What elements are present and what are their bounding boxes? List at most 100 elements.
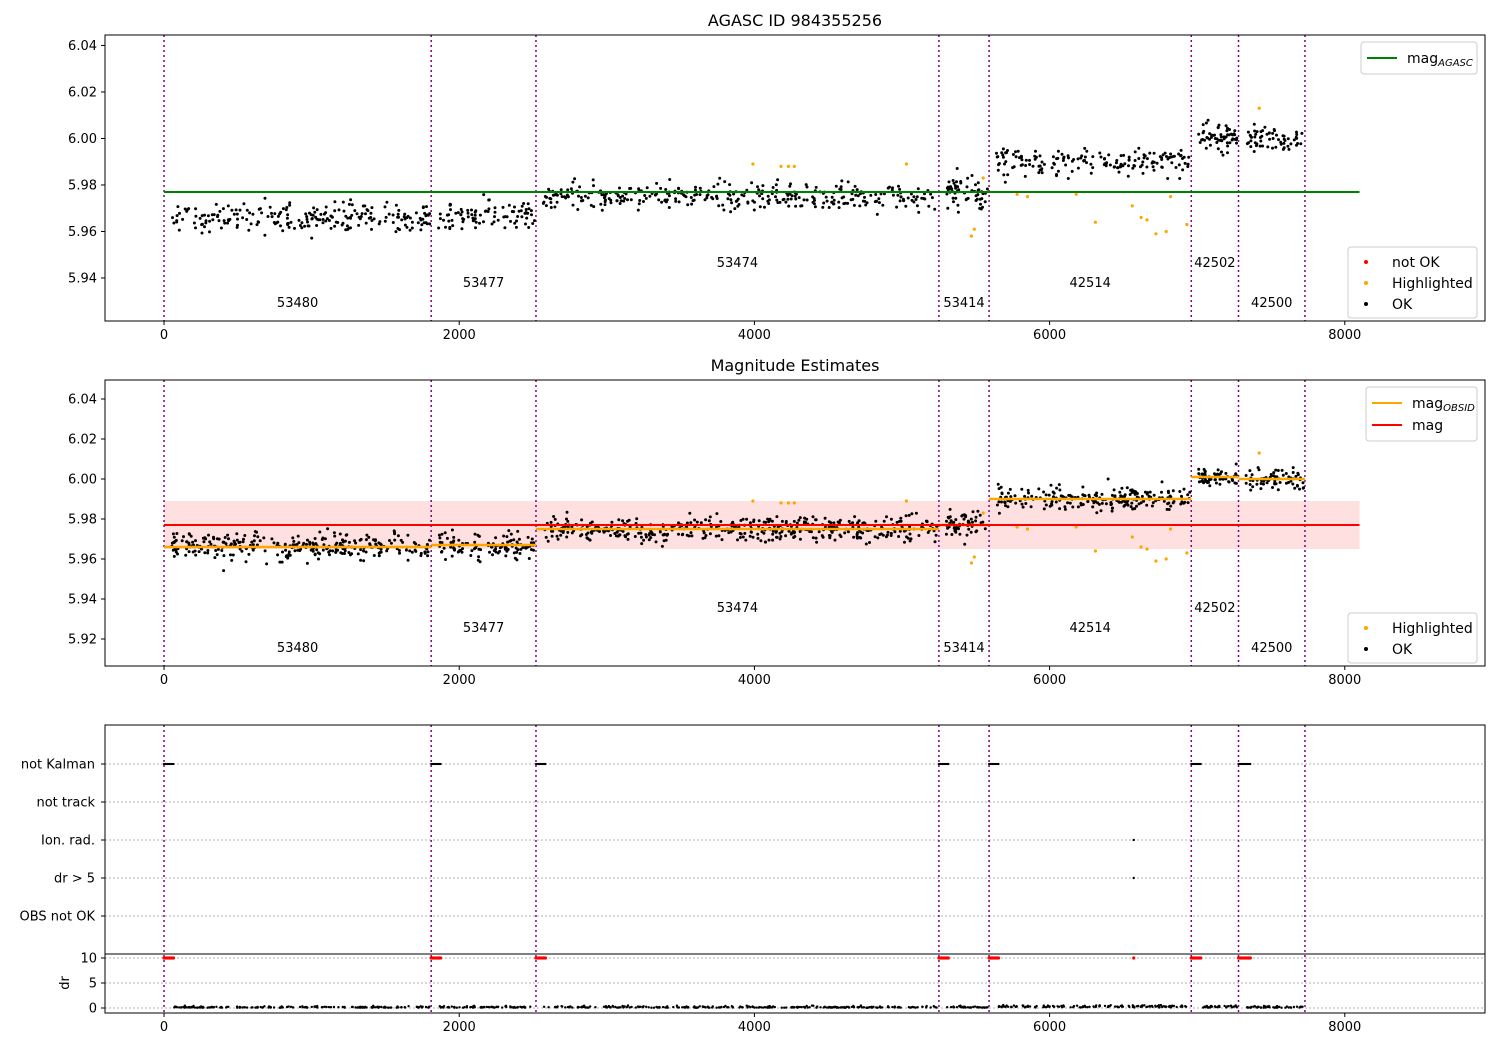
p2-ok-point <box>348 553 352 557</box>
p2-ok-point <box>1202 467 1206 471</box>
p2-legend-box <box>1365 386 1478 442</box>
p2-ok-point <box>470 549 474 553</box>
p2-ok-point <box>876 536 880 540</box>
p2-ok-point <box>347 551 351 554</box>
p2-ok-point <box>798 537 802 541</box>
p1-ok-point <box>378 220 382 224</box>
p1-ok-point <box>353 209 357 213</box>
p1-ok-point <box>216 213 220 217</box>
p1-ok-point <box>715 197 719 200</box>
p1-ok-point <box>1222 135 1226 139</box>
p2-ok-point <box>1147 494 1151 498</box>
p1-ok-point <box>842 195 846 199</box>
p3-dr-ok-point <box>1012 1004 1016 1007</box>
p2-ok-point <box>1004 504 1007 508</box>
p1-ok-point <box>286 223 290 227</box>
p3-dr-ok-point <box>469 1005 472 1009</box>
p2-highlighted-point <box>1015 525 1019 529</box>
p2-ok-point <box>397 549 401 552</box>
p2-ok-point <box>515 558 519 562</box>
p2-ok-point <box>251 548 255 552</box>
p2-ok-point <box>1276 488 1280 492</box>
p1-ok-point <box>663 199 667 203</box>
p2-ok-point <box>263 549 267 553</box>
p2-ok-point <box>549 520 553 524</box>
p3-dr-ok-point <box>952 1005 955 1008</box>
p1-ok-point <box>478 213 482 217</box>
p1-ok-point <box>270 215 274 219</box>
p2-ok-point <box>1009 495 1013 499</box>
p2-ok-point <box>1275 475 1279 479</box>
p2-ok-point <box>996 482 1000 486</box>
p2-ok-point <box>305 561 309 565</box>
p1-ok-point <box>855 188 859 192</box>
p1-ok-point <box>200 214 204 218</box>
p3-dr-ok-point <box>382 1006 386 1009</box>
p3-dr-ok-point <box>1014 1005 1017 1009</box>
p1-ok-point <box>423 211 427 215</box>
p3-dr-ok-point <box>819 1006 822 1009</box>
p1-ok-point <box>718 176 722 180</box>
p1-ok-point <box>790 194 794 198</box>
p2-ok-point <box>476 558 480 562</box>
p1-highlighted-point <box>792 164 796 168</box>
p3-dr-ok-point <box>816 1005 819 1008</box>
p3-dr-ok-point <box>862 1006 865 1009</box>
p3-dr-tick-label: 5 <box>89 977 97 992</box>
p2-ok-point <box>206 549 210 552</box>
p1-ok-point <box>1274 145 1278 149</box>
p3-dr-ok-point <box>929 1006 932 1009</box>
p2-ok-point <box>223 536 227 539</box>
p2-ok-point <box>950 533 954 536</box>
p2-ok-point <box>642 538 646 542</box>
p1-ok-point <box>337 208 341 212</box>
p3-dr-ok-point <box>386 1006 390 1009</box>
p1-ok-point <box>830 195 834 199</box>
p2-ok-point <box>1008 487 1012 491</box>
p2-ok-point <box>194 553 198 557</box>
p1-ok-point <box>726 197 730 201</box>
p1-frame <box>104 34 1486 322</box>
p3-not-kalman-point <box>544 762 547 766</box>
p1-ok-point <box>385 200 389 204</box>
p2-ok-point <box>362 559 366 563</box>
p2-legend-label: OK <box>1392 642 1413 658</box>
p2-ok-point <box>741 517 745 521</box>
p1-ok-point <box>1038 154 1042 158</box>
p1-ok-point <box>1263 125 1267 129</box>
p2-ok-point <box>1081 493 1085 497</box>
p1-ok-point <box>286 213 290 217</box>
p2-ok-point <box>771 529 775 533</box>
p3-dr-ok-point <box>783 1006 786 1009</box>
p1-ok-point <box>698 186 702 190</box>
p2-ok-point <box>377 554 381 558</box>
p2-ok-point <box>832 521 836 525</box>
p1-ok-point <box>1122 153 1126 157</box>
p2-ok-point <box>553 517 557 521</box>
p1-ok-point <box>832 202 836 206</box>
p3-not-kalman-point <box>947 762 950 766</box>
p2-ok-point <box>1067 493 1071 497</box>
p3-dr-ok-point <box>192 1004 195 1008</box>
p1-ok-point <box>566 188 570 192</box>
p1-ok-point <box>1299 142 1303 146</box>
p1-ok-point <box>212 213 216 217</box>
p2-ok-point <box>910 512 914 516</box>
p1-legend-box <box>1347 246 1478 319</box>
p2-ok-point <box>172 535 176 539</box>
p2-ok-point <box>364 538 368 542</box>
p1-ok-point <box>285 216 289 220</box>
p1-ok-point <box>194 226 197 230</box>
p1-ok-point <box>370 219 374 222</box>
p1-ytick-label: 6.04 <box>68 39 97 54</box>
p1-ok-point <box>576 208 580 211</box>
p1-ok-point <box>1272 128 1276 131</box>
p3-dr-notok-point <box>1132 956 1136 960</box>
p2-ok-point <box>1259 487 1263 491</box>
p2-ok-point <box>1119 494 1123 498</box>
p1-ok-point <box>716 182 720 186</box>
p2-ok-point <box>175 532 179 535</box>
p1-ok-point <box>654 192 658 196</box>
p3-dr-ok-point <box>1121 1005 1125 1008</box>
p2-ok-point <box>627 518 631 522</box>
